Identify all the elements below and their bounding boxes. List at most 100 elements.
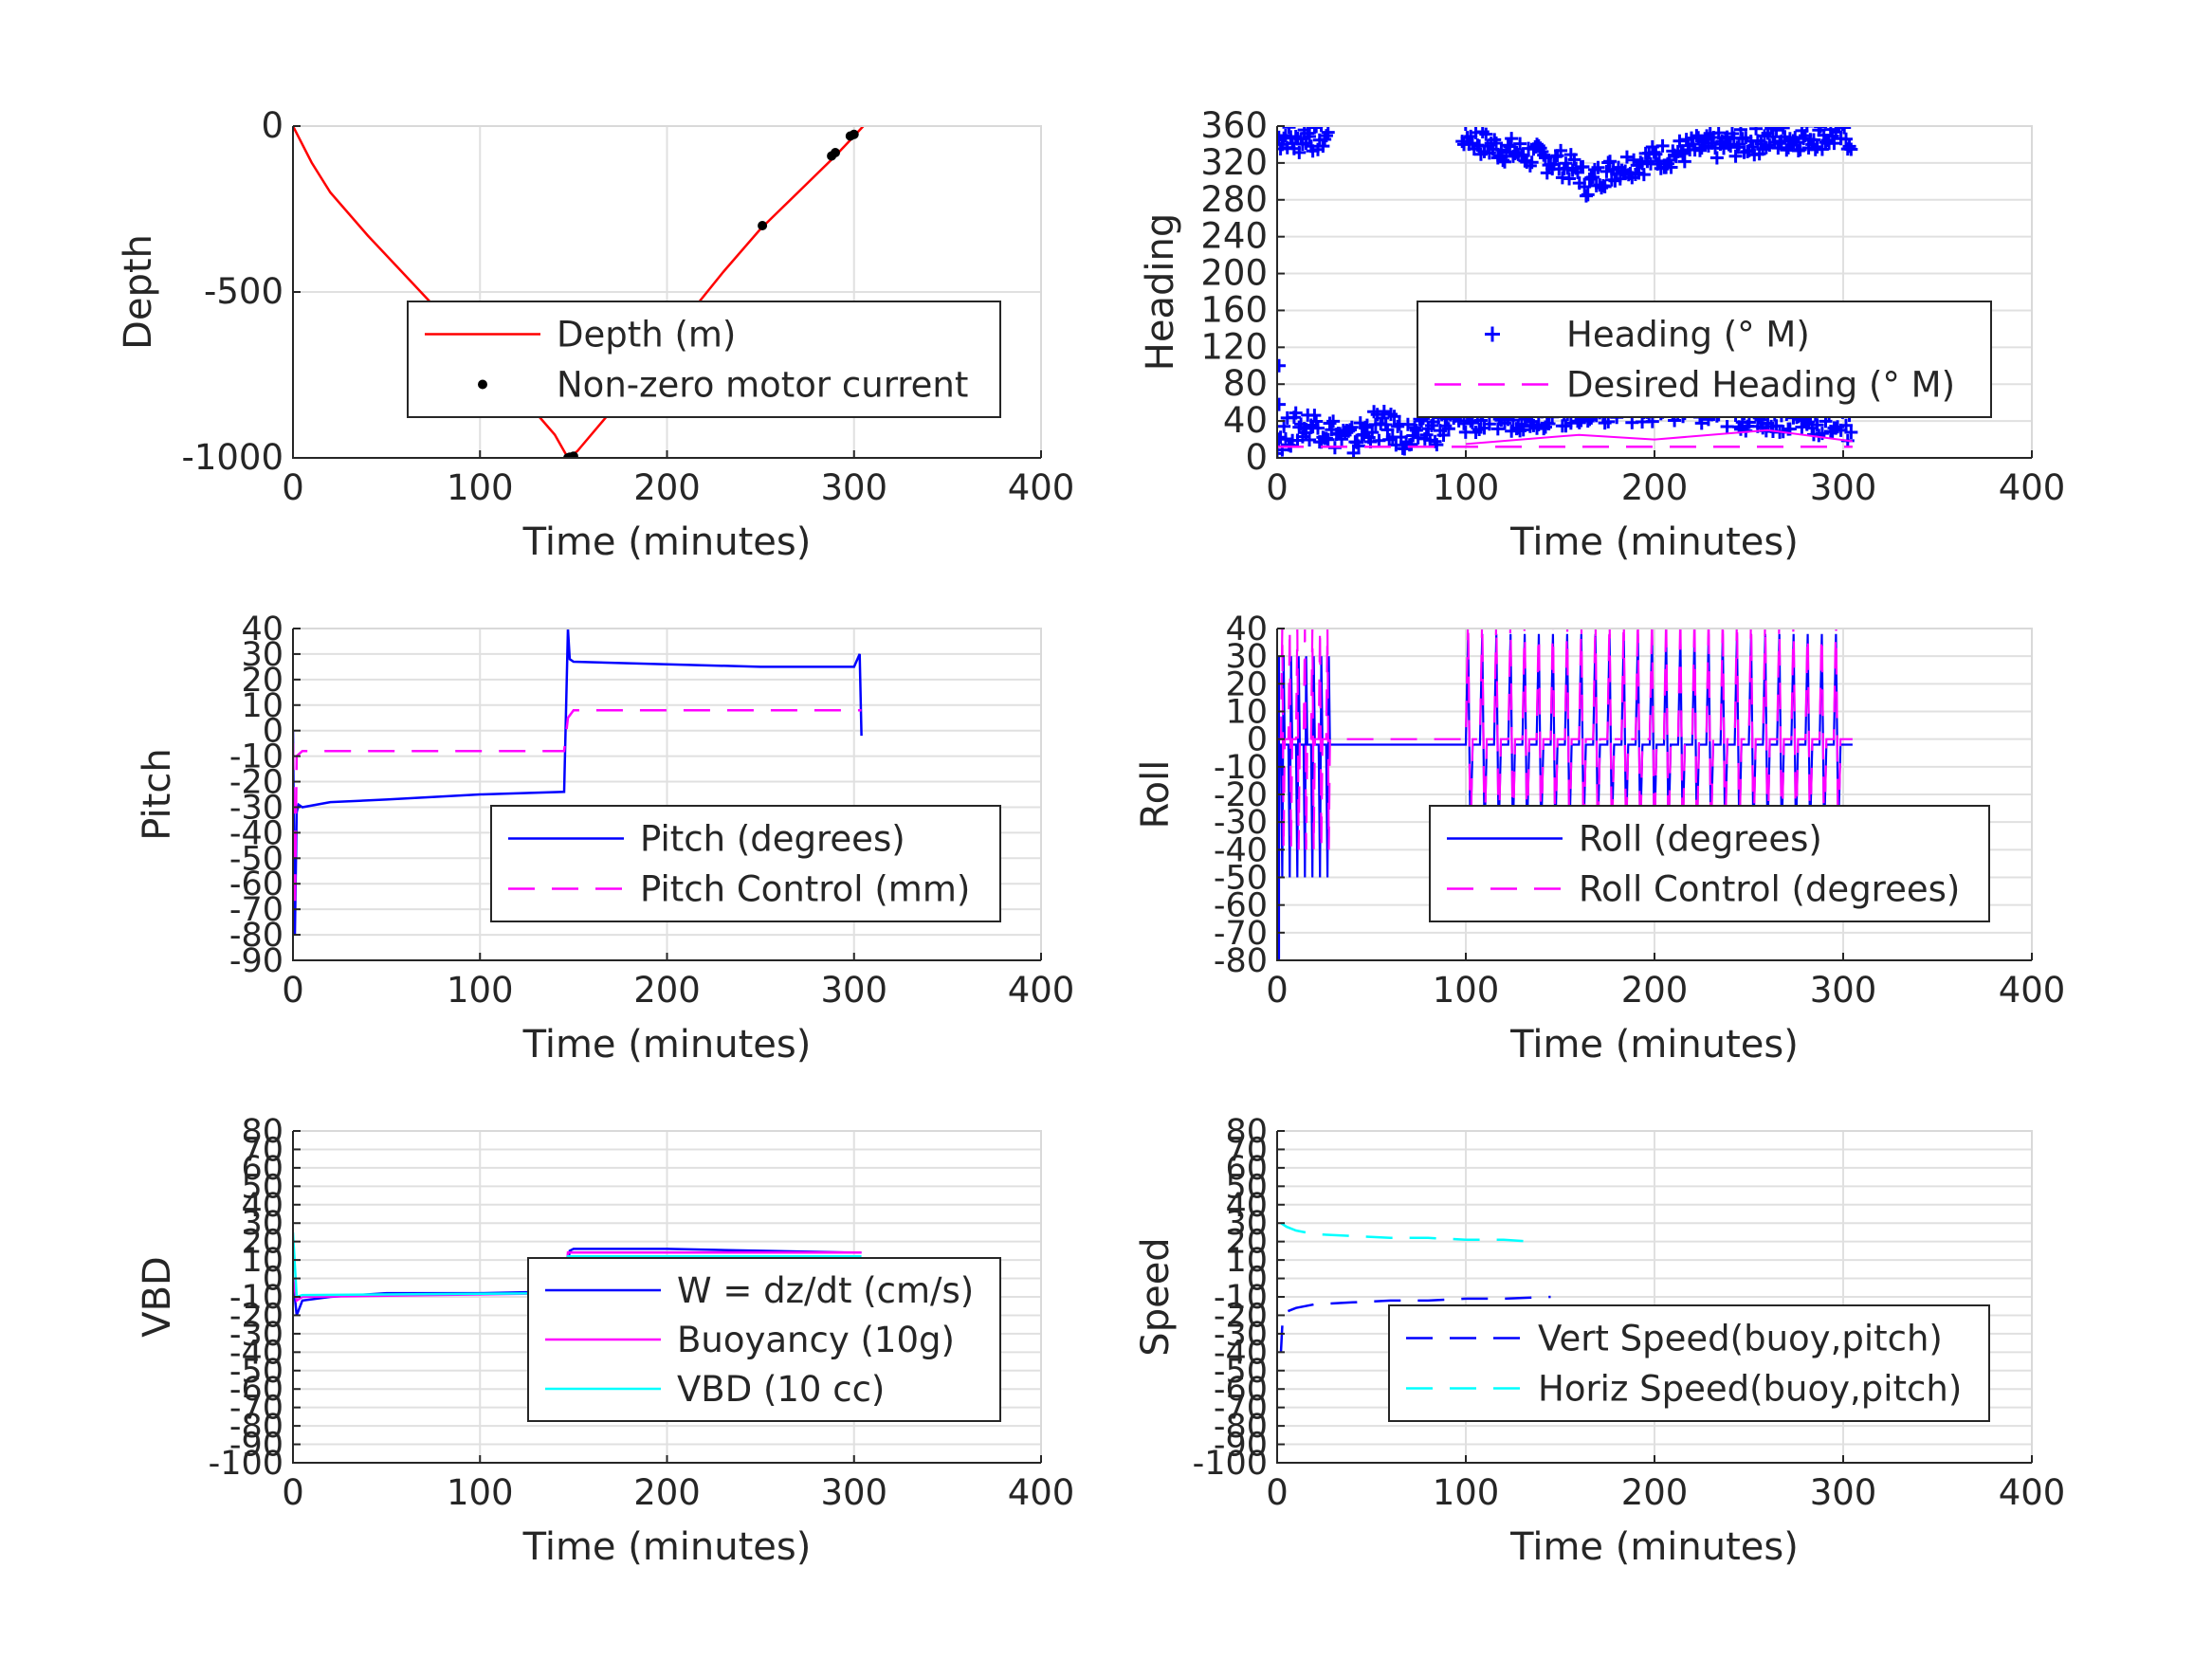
y-tick-label: 0	[1247, 1261, 1268, 1299]
y-tick-label: -70	[1214, 1390, 1268, 1428]
y-tick-label: -10	[229, 1279, 283, 1317]
heading-point	[1728, 149, 1743, 163]
x-tick-label: 0	[282, 467, 304, 508]
legend-box	[1417, 301, 1992, 418]
heading-point	[1277, 358, 1286, 373]
heading-point	[1380, 423, 1395, 437]
x-tick-label: 300	[1810, 467, 1877, 508]
heading-point	[1289, 406, 1303, 420]
y-tick-label: -20	[1214, 776, 1268, 814]
heading-point	[1344, 423, 1358, 437]
heading-point	[1441, 422, 1455, 436]
y-tick-label: 10	[241, 1242, 283, 1280]
motor-current-point	[849, 129, 859, 139]
y-tick-label: 0	[261, 105, 283, 146]
y-tick-label: -90	[229, 942, 283, 980]
heading-point	[1709, 151, 1724, 165]
legend-marker	[1485, 326, 1500, 342]
chart-panel-4: 0 100 200 300 400403020100-10-20-30-40-50-60…	[1134, 611, 2065, 1066]
y-tick-label: -60	[1214, 887, 1268, 925]
legend-box	[1429, 805, 1990, 922]
x-axis-label: Time (minutes)	[522, 520, 812, 564]
y-tick-label: -50	[1214, 860, 1268, 898]
y-tick-label: -20	[1214, 1297, 1268, 1335]
heading-point	[1636, 168, 1651, 182]
y-tick-label: 20	[1225, 1224, 1268, 1262]
heading-point	[1387, 410, 1401, 424]
x-tick-label: 0	[282, 970, 304, 1011]
x-tick-label: 300	[1810, 970, 1877, 1011]
x-tick-label: 400	[1999, 970, 2066, 1011]
y-tick-label: 10	[241, 687, 283, 725]
y-tick-label: -80	[1214, 1408, 1268, 1446]
heading-point	[1299, 426, 1313, 440]
legend-label: Desired Heading (° M)	[1566, 365, 1955, 406]
heading-point	[1335, 432, 1349, 447]
heading-point	[1542, 416, 1556, 430]
motor-current-point	[831, 148, 841, 157]
heading-point	[1837, 126, 1852, 135]
y-tick-label: 30	[241, 636, 283, 674]
heading-point	[1842, 139, 1856, 154]
heading-point	[1537, 148, 1551, 162]
chart-panel-3: 0 100 200 300 400403020100-10-20-30-40-50-60…	[136, 611, 1074, 1066]
y-tick-label: 40	[241, 1187, 283, 1225]
legend: Vert Speed(buoy,pitch) Horiz Speed(buoy,p…	[1388, 1304, 1990, 1422]
legend-label: W = dz/dt (cm/s)	[677, 1270, 974, 1311]
heading-point	[1464, 126, 1468, 132]
x-tick-label: 100	[1433, 467, 1500, 508]
heading-point	[1391, 419, 1405, 433]
heading-point	[1581, 188, 1595, 202]
y-tick-label: -50	[229, 1353, 283, 1391]
heading-point	[1400, 417, 1415, 431]
heading-point	[1664, 160, 1678, 174]
heading-point	[1827, 137, 1841, 151]
heading-point	[1576, 159, 1590, 173]
heading-point	[1831, 126, 1845, 132]
legend-label: Vert Speed(buoy,pitch)	[1538, 1319, 1943, 1359]
y-tick-label: -70	[229, 891, 283, 929]
legend-marker	[478, 379, 487, 390]
series-line-2	[1280, 1222, 1532, 1243]
x-tick-label: 0	[1266, 970, 1289, 1011]
y-tick-label: -500	[204, 271, 283, 312]
x-tick-label: 400	[1999, 467, 2066, 508]
heading-point	[1321, 126, 1335, 139]
y-tick-label: 240	[1200, 216, 1268, 257]
axis-frame-top	[1277, 628, 2033, 960]
heading-point	[1567, 153, 1581, 167]
axis-frame-top	[1277, 1130, 2033, 1463]
x-tick-label: 100	[1433, 1472, 1500, 1513]
y-tick-label: 0	[263, 1261, 283, 1299]
heading-point	[1309, 414, 1324, 428]
y-axis-label: Roll	[1134, 760, 1178, 830]
y-tick-label: 80	[1225, 1113, 1268, 1151]
heading-point	[1389, 438, 1403, 452]
y-tick-label: 10	[1225, 694, 1268, 732]
heading-point	[1600, 164, 1614, 178]
legend-label: Non-zero motor current	[557, 365, 968, 406]
y-tick-label: 50	[1225, 1168, 1268, 1206]
y-tick-label: 120	[1200, 326, 1268, 367]
series-group	[293, 126, 865, 458]
heading-point	[1314, 126, 1328, 133]
heading-point	[1578, 179, 1592, 193]
series-line-1	[1279, 1295, 1551, 1353]
y-tick-label: 80	[241, 1113, 283, 1151]
x-tick-label: 300	[820, 1472, 887, 1513]
heading-point	[1365, 426, 1380, 440]
y-tick-label: 60	[241, 1150, 283, 1188]
y-tick-label: 280	[1200, 179, 1268, 220]
x-tick-label: 200	[1621, 467, 1689, 508]
heading-point	[1793, 142, 1807, 156]
heading-point	[1655, 138, 1670, 153]
motor-current-point	[568, 451, 578, 458]
legend-label: Depth (m)	[557, 315, 736, 356]
y-tick-label: 40	[1223, 400, 1268, 441]
legend-label: Heading (° M)	[1566, 315, 1810, 356]
y-tick-label: -30	[229, 789, 283, 827]
y-tick-label: 30	[1225, 1205, 1268, 1243]
y-tick-label: 40	[1225, 1187, 1268, 1225]
heading-point	[1490, 422, 1505, 436]
